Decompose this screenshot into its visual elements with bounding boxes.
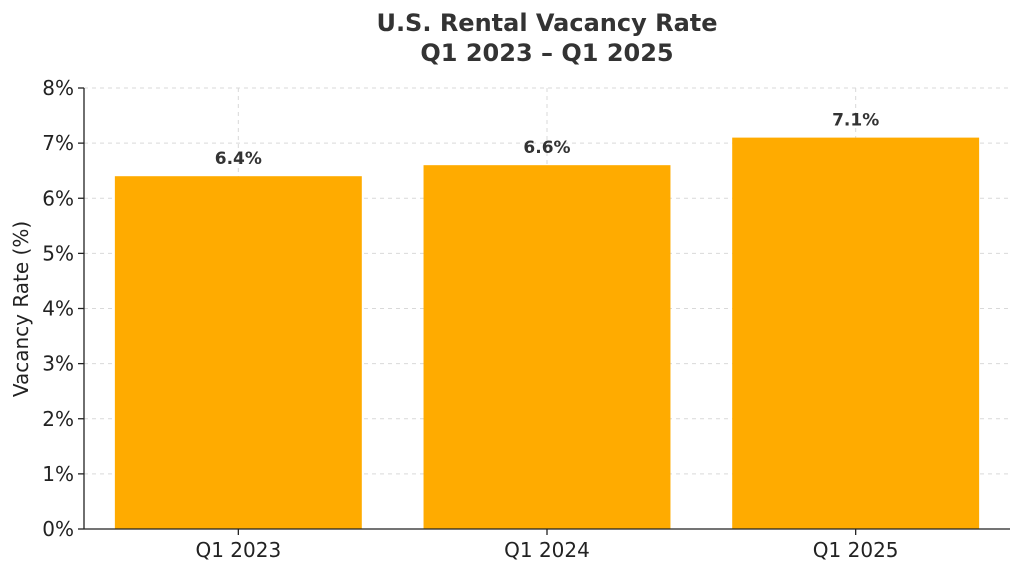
x-tick-label: Q1 2025 xyxy=(813,538,899,562)
y-tick-label: 8% xyxy=(42,76,74,100)
y-tick-label: 4% xyxy=(42,297,74,321)
bar-q1-2025 xyxy=(732,137,980,530)
y-tick-label: 1% xyxy=(42,462,74,486)
y-tick-label: 0% xyxy=(42,517,74,541)
y-axis-label: Vacancy Rate (%) xyxy=(9,221,33,397)
data-label: 6.6% xyxy=(523,138,570,158)
y-tick-label: 2% xyxy=(42,407,74,431)
x-tick-label: Q1 2023 xyxy=(195,538,281,562)
chart-title-line-2: Q1 2023 – Q1 2025 xyxy=(420,39,673,67)
bar-q1-2023 xyxy=(114,176,362,529)
bar-q1-2024 xyxy=(423,165,671,530)
x-tick-label: Q1 2024 xyxy=(504,538,590,562)
y-tick-label: 5% xyxy=(42,241,74,265)
data-labels: 6.4% 6.6% 7.1% xyxy=(215,111,879,170)
y-tick-label: 7% xyxy=(42,131,74,155)
y-tick-labels: 0% 1% 2% 3% 4% 5% 6% 7% 8% xyxy=(42,76,84,541)
chart-title-line-1: U.S. Rental Vacancy Rate xyxy=(376,9,717,37)
data-label: 6.4% xyxy=(215,149,262,169)
data-label: 7.1% xyxy=(832,111,879,131)
bars xyxy=(114,137,980,530)
x-tick-labels: Q1 2023 Q1 2024 Q1 2025 xyxy=(195,529,899,562)
y-tick-label: 6% xyxy=(42,186,74,210)
y-tick-label: 3% xyxy=(42,352,74,376)
